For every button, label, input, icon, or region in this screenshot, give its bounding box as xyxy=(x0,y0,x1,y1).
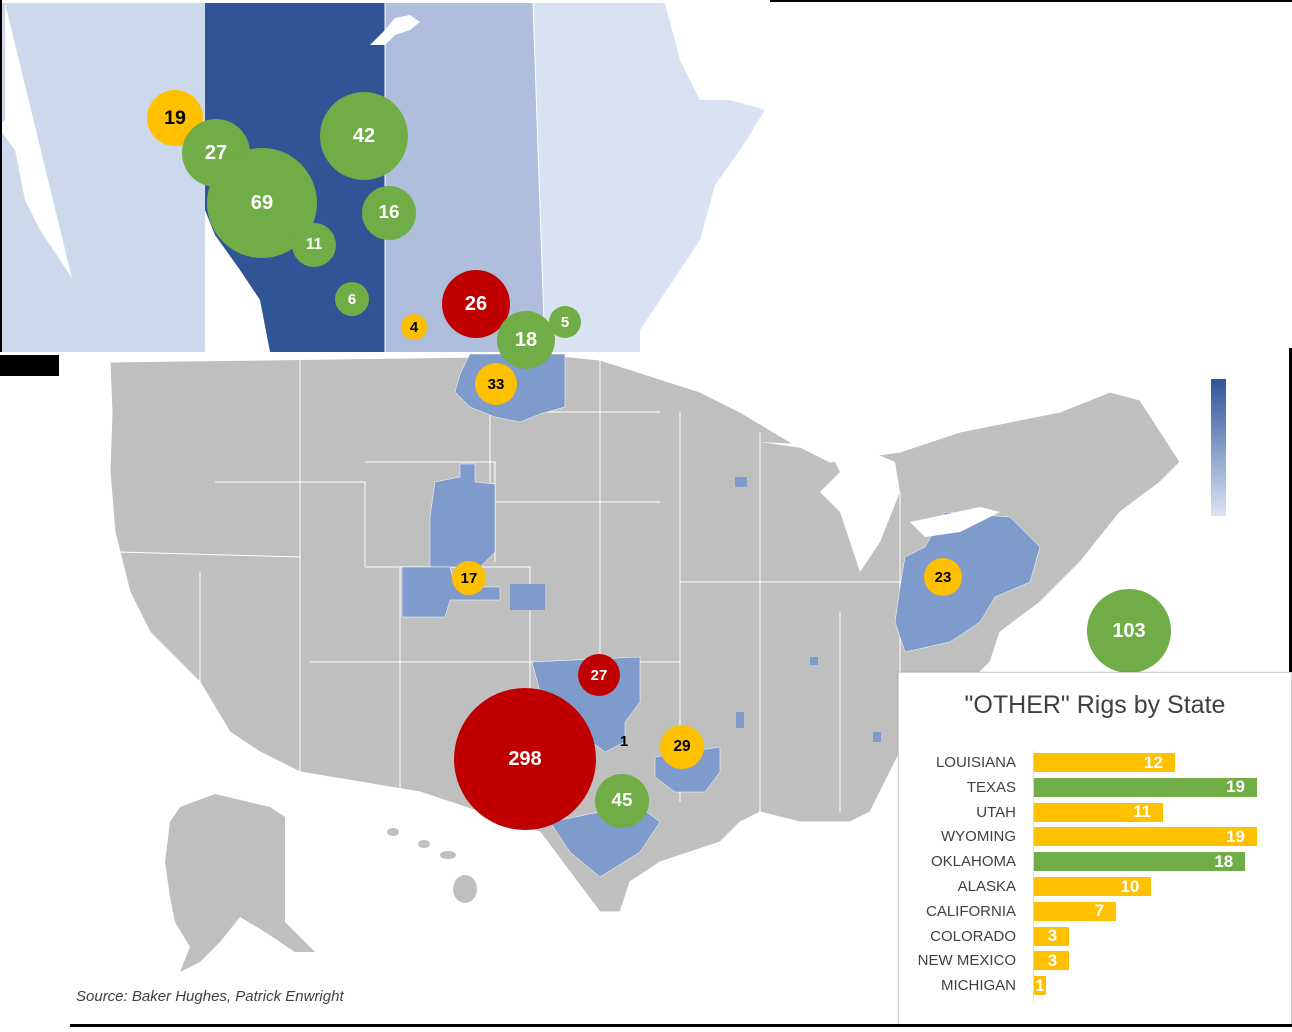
chart-category-label: NEW MEXICO xyxy=(917,952,1016,970)
chart-bar-row: NEW MEXICO 3 xyxy=(899,951,1291,971)
lower-48-landmass xyxy=(109,355,1181,913)
chart-category-label: ALASKA xyxy=(957,878,1016,895)
us-rig-count-bubble: 29 xyxy=(660,725,704,769)
chart-category-label: UTAH xyxy=(976,803,1016,821)
hawaii xyxy=(387,828,477,903)
basin-appalachia xyxy=(894,511,1041,653)
canada-rig-count-bubble: 16 xyxy=(362,186,416,240)
province-saskatchewan xyxy=(385,3,545,352)
source-caption: Source: Baker Hughes, Patrick Enwright xyxy=(76,988,344,1005)
us-map xyxy=(0,352,1292,1027)
chart-bar-row: LOUISIANA 12 xyxy=(899,753,1291,773)
basin-dj xyxy=(401,566,501,618)
canada-rig-count-bubble: 6 xyxy=(335,282,369,316)
chart-axis-line xyxy=(1033,751,1034,1003)
chart-bar: 12 xyxy=(1034,753,1175,772)
chart-bar-row: OKLAHOMA 18 xyxy=(899,852,1291,872)
top-border-line xyxy=(770,0,1292,2)
chart-category-label: LOUISIANA xyxy=(935,754,1016,771)
us-rig-count-bubble: 1 xyxy=(619,732,629,750)
lake-athabasca xyxy=(370,15,420,45)
chart-bar: 7 xyxy=(1034,901,1117,921)
us-rig-count-bubble: 17 xyxy=(452,561,486,595)
chart-bar: 10 xyxy=(1034,877,1152,896)
chart-bar-row: TEXAS 19 xyxy=(899,777,1291,798)
great-lakes xyxy=(760,442,900,572)
chart-bar: 19 xyxy=(1034,777,1257,797)
chart-category-label: TEXAS xyxy=(966,778,1016,796)
chart-bar: 1 xyxy=(1034,975,1046,996)
chart-category-label: WYOMING xyxy=(941,828,1016,846)
chart-category-label: COLORADO xyxy=(930,927,1016,945)
canada-rig-count-bubble: 26 xyxy=(442,270,510,338)
chart-bar: 3 xyxy=(1034,926,1070,946)
color-scale-legend xyxy=(1211,379,1226,516)
chart-category-label: MICHIGAN xyxy=(941,977,1016,995)
left-border-line xyxy=(0,0,2,352)
us-rig-count-bubble: 45 xyxy=(595,774,649,828)
chart-bar-row: ALASKA 10 xyxy=(899,877,1291,897)
chart-bar: 19 xyxy=(1034,827,1257,847)
chart-title: "OTHER" Rigs by State xyxy=(964,691,1226,719)
us-rig-count-bubble: 33 xyxy=(475,363,517,405)
chart-bar-row: COLORADO 3 xyxy=(899,926,1291,947)
right-border-line xyxy=(1289,348,1292,678)
us-rig-count-bubble: 27 xyxy=(578,654,620,696)
chart-bar-row: WYOMING 19 xyxy=(899,827,1291,847)
us-rig-count-bubble: 23 xyxy=(924,558,962,596)
province-british-columbia xyxy=(0,3,205,352)
chart-bar: 18 xyxy=(1034,852,1246,872)
basin-powder-river xyxy=(429,463,496,568)
other-rigs-chart: "OTHER" Rigs by State LOUISIANA 12 TEXAS 19… xyxy=(898,672,1292,1026)
canada-rig-count-bubble: 42 xyxy=(320,92,408,180)
chart-bar-row: MICHIGAN 1 xyxy=(899,976,1291,996)
bottom-border-line xyxy=(70,1024,1292,1027)
chart-bar: 3 xyxy=(1034,951,1070,971)
black-tab xyxy=(0,355,59,376)
canada-rig-count-bubble: 18 xyxy=(497,311,555,369)
us-rig-count-bubble: 298 xyxy=(454,688,596,830)
province-manitoba xyxy=(533,3,765,352)
chart-bar: 11 xyxy=(1034,802,1164,822)
canada-rig-count-bubble: 5 xyxy=(549,306,581,338)
chart-category-label: OKLAHOMA xyxy=(930,853,1016,871)
chart-category-label: CALIFORNIA xyxy=(925,902,1016,920)
basin-dj-east xyxy=(510,584,545,610)
canada-provinces-svg xyxy=(0,2,765,352)
canada-rig-count-bubble: 4 xyxy=(401,314,427,340)
chart-bar-row: CALIFORNIA 7 xyxy=(899,901,1291,922)
canada-inset-map xyxy=(0,0,770,352)
us-rig-count-bubble: 103 xyxy=(1087,589,1171,673)
canada-rig-count-bubble: 11 xyxy=(292,223,336,267)
chart-bar-row: UTAH 11 xyxy=(899,802,1291,823)
alaska xyxy=(165,794,315,972)
canada-rig-count-bubble: 19 xyxy=(147,90,203,146)
us-states-svg xyxy=(109,353,1181,972)
